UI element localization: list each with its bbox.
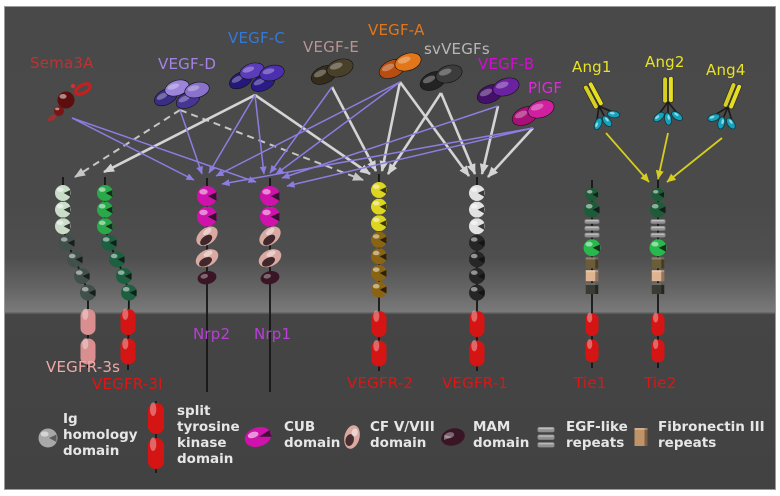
molecule-vegf_a <box>378 52 422 79</box>
arrow-vegf_d-to-vegfr2 <box>179 109 364 181</box>
receptor-vegfr1 <box>469 177 485 371</box>
arrow-svvegfs-to-vegfr1 <box>439 92 477 175</box>
arrow-plgf-to-nrp2 <box>221 127 534 187</box>
arrow-plgf-to-vegfr1 <box>487 127 534 178</box>
arrow-ang1-to-tie2 <box>605 132 650 183</box>
molecule-plgf <box>511 99 555 126</box>
receptor-tie2 <box>649 180 667 368</box>
legend-shapes-layer <box>38 401 648 473</box>
arrow-ang4-to-tie2 <box>666 137 723 183</box>
molecule-sema3a <box>48 82 93 122</box>
receptor-nrp2 <box>195 178 219 392</box>
legend-shape-fn3 <box>634 428 648 446</box>
legend-shape-cub <box>244 427 272 447</box>
molecule-vegf_b <box>476 77 520 104</box>
arrow-vegf_c-to-nrp1 <box>254 94 267 175</box>
receptors-layer <box>55 174 667 392</box>
molecule-vegf_e <box>310 58 354 85</box>
arrow-vegf_b-to-vegfr1 <box>479 105 500 175</box>
molecule-vegf_c <box>229 62 285 92</box>
arrow-plgf-to-nrp1 <box>286 127 534 188</box>
molecule-ang4 <box>707 82 742 130</box>
arrow-vegf_d-to-nrp2 <box>179 109 203 175</box>
arrow-vegf_d-to-vegfr3s <box>74 109 181 178</box>
arrow-vegf_a-to-nrp1 <box>275 81 401 175</box>
arrow-vegf_a-to-vegfr1 <box>398 81 471 177</box>
arrow-ang2-to-tie2 <box>655 132 669 180</box>
molecule-vegf_d <box>154 79 210 109</box>
receptor-vegfr3l <box>97 177 137 371</box>
arrow-vegf_a-to-nrp2 <box>215 81 401 177</box>
legend-shape-kinase <box>148 401 164 473</box>
receptor-nrp1 <box>258 178 282 392</box>
binding-arrows <box>71 81 723 188</box>
legend-shape-egf <box>537 427 555 448</box>
ligands-layer <box>48 52 742 130</box>
arrow-vegf_c-to-vegfr3l <box>103 93 256 174</box>
molecule-ang2 <box>653 76 683 126</box>
receptor-vegfr2 <box>371 174 387 371</box>
receptor-tie1 <box>583 180 601 368</box>
legend-shape-ig <box>38 428 58 448</box>
arrow-vegf_a-to-vegfr2 <box>379 81 402 172</box>
molecule-svvegfs <box>419 64 463 91</box>
legend-shape-cfv <box>344 425 360 449</box>
arrow-vegf_e-to-nrp1 <box>269 86 333 174</box>
legend-shape-mam <box>441 428 465 446</box>
arrow-vegf_c-to-nrp2 <box>208 94 256 174</box>
molecule-ang1 <box>583 81 621 130</box>
arrow-vegf_b-to-nrp1 <box>281 105 499 179</box>
receptor-vegfr3s <box>55 177 96 368</box>
arrow-sema3a-to-nrp1 <box>71 117 257 183</box>
arrow-sema3a-to-nrp2 <box>71 117 195 181</box>
